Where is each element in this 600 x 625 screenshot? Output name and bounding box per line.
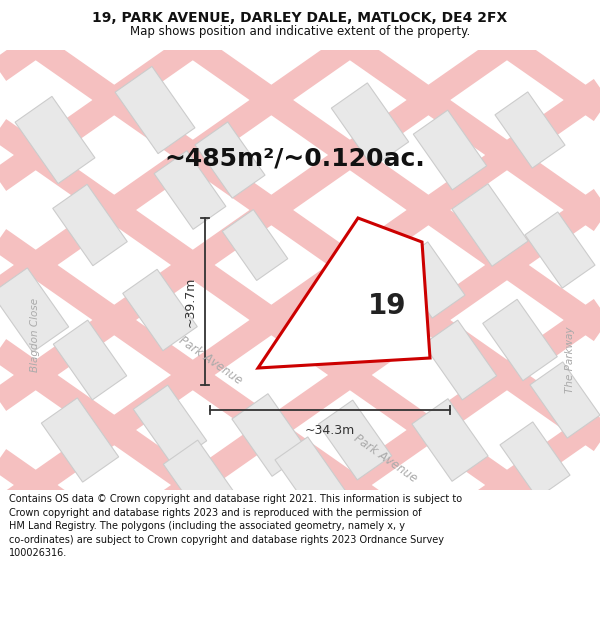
Polygon shape [133, 385, 207, 465]
Polygon shape [331, 83, 409, 167]
Text: 19, PARK AVENUE, DARLEY DALE, MATLOCK, DE4 2FX: 19, PARK AVENUE, DARLEY DALE, MATLOCK, D… [92, 11, 508, 25]
Polygon shape [15, 96, 95, 184]
Polygon shape [53, 184, 127, 266]
Text: 19: 19 [368, 292, 406, 321]
Polygon shape [258, 218, 430, 368]
Text: ~39.7m: ~39.7m [184, 276, 197, 327]
Polygon shape [195, 122, 265, 198]
Polygon shape [530, 362, 600, 438]
Polygon shape [395, 242, 465, 318]
Text: Map shows position and indicative extent of the property.: Map shows position and indicative extent… [130, 24, 470, 38]
Polygon shape [222, 209, 288, 281]
Polygon shape [483, 299, 557, 381]
Polygon shape [115, 66, 195, 154]
Polygon shape [525, 212, 595, 288]
Polygon shape [154, 151, 226, 229]
Polygon shape [232, 394, 308, 476]
Text: ~34.3m: ~34.3m [305, 424, 355, 437]
Polygon shape [53, 320, 127, 400]
Polygon shape [318, 400, 392, 480]
Polygon shape [41, 398, 119, 482]
Text: Contains OS data © Crown copyright and database right 2021. This information is : Contains OS data © Crown copyright and d… [9, 494, 462, 559]
Text: Blagdon Close: Blagdon Close [30, 298, 40, 372]
Text: The Parkway: The Parkway [565, 327, 575, 393]
Polygon shape [0, 268, 68, 352]
Polygon shape [495, 92, 565, 168]
Polygon shape [452, 184, 528, 266]
Polygon shape [413, 110, 487, 190]
Polygon shape [423, 320, 497, 400]
Polygon shape [275, 437, 345, 513]
Polygon shape [163, 440, 237, 520]
Polygon shape [500, 422, 570, 498]
Text: Park Avenue: Park Avenue [351, 431, 419, 484]
Polygon shape [123, 269, 197, 351]
Polygon shape [412, 399, 488, 481]
Text: Park Avenue: Park Avenue [176, 333, 244, 387]
Text: ~485m²/~0.120ac.: ~485m²/~0.120ac. [164, 146, 425, 170]
